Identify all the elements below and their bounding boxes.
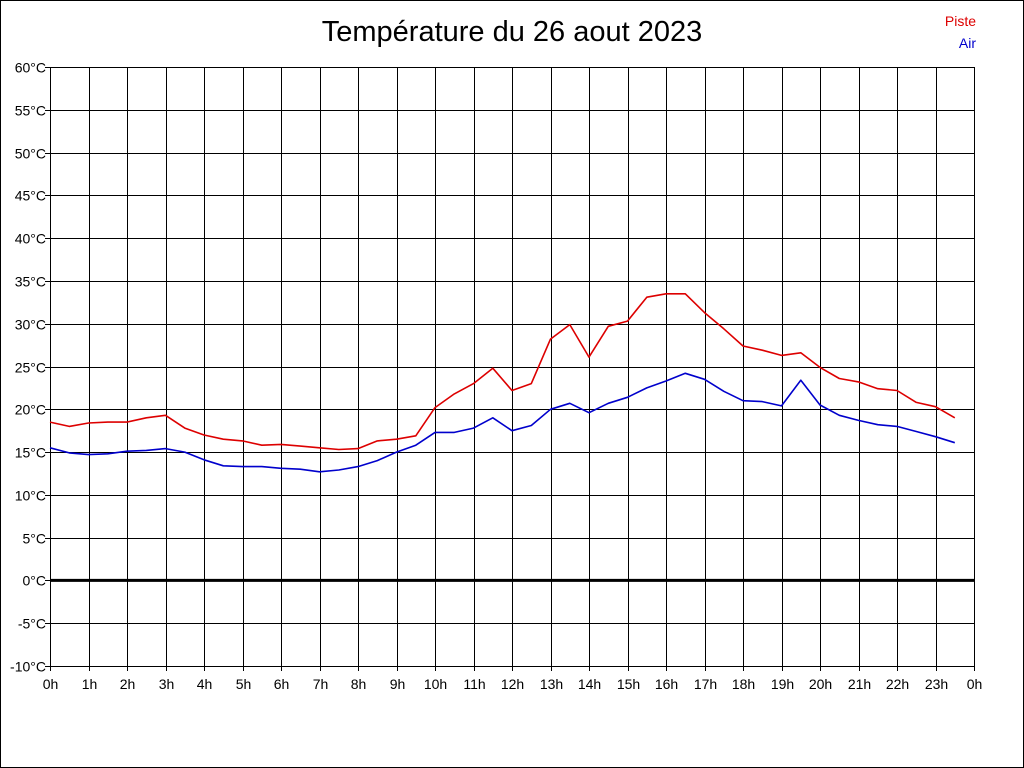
y-tick-label: -10°C xyxy=(10,659,46,675)
y-tick-label: 15°C xyxy=(15,445,46,461)
x-tick-label: 3h xyxy=(159,676,175,692)
y-tick-label: 55°C xyxy=(15,103,46,119)
x-tick-label: 21h xyxy=(848,676,871,692)
chart-title: Température du 26 aout 2023 xyxy=(321,16,703,48)
x-tick-label: 2h xyxy=(120,676,136,692)
x-tick-label: 15h xyxy=(617,676,640,692)
x-tick-label: 17h xyxy=(694,676,717,692)
x-tick-label: 6h xyxy=(274,676,290,692)
series-line-piste xyxy=(49,292,956,451)
x-tick-label: 0h xyxy=(967,676,983,692)
x-tick-label: 16h xyxy=(655,676,678,692)
x-tick-label: 7h xyxy=(313,676,329,692)
y-tick-label: 30°C xyxy=(15,317,46,333)
y-tick-label: 25°C xyxy=(15,360,46,376)
y-tick-label: -5°C xyxy=(18,616,46,632)
x-tick-label: 22h xyxy=(886,676,909,692)
y-tick-label: 0°C xyxy=(23,573,47,589)
x-tick-label: 11h xyxy=(463,676,485,692)
x-tick-label: 13h xyxy=(540,676,563,692)
x-tick-label: 10h xyxy=(424,676,447,692)
x-tick-label: 18h xyxy=(732,676,755,692)
x-tick-label: 14h xyxy=(578,676,601,692)
x-tick-label: 5h xyxy=(236,676,252,692)
x-tick-label: 4h xyxy=(197,676,213,692)
x-tick-label: 23h xyxy=(925,676,948,692)
y-tick-label: 40°C xyxy=(15,231,46,247)
x-tick-label: 19h xyxy=(771,676,794,692)
legend-entry-air: Air xyxy=(958,35,976,51)
y-tick-label: 50°C xyxy=(15,146,46,162)
y-tick-label: 35°C xyxy=(15,274,46,290)
x-tick-label: 0h xyxy=(43,676,59,692)
series-line-air xyxy=(49,372,956,473)
x-tick-label: 12h xyxy=(501,676,524,692)
x-tick-label: 9h xyxy=(390,676,406,692)
x-tick-label: 20h xyxy=(809,676,832,692)
x-tick-label: 8h xyxy=(351,676,367,692)
y-tick-label: 20°C xyxy=(15,402,46,418)
y-tick-label: 5°C xyxy=(23,531,47,547)
y-tick-label: 60°C xyxy=(15,60,46,76)
y-tick-label: 10°C xyxy=(15,488,46,504)
x-tick-label: 1h xyxy=(82,676,98,692)
legend-entry-piste: Piste xyxy=(944,13,976,29)
y-tick-label: 45°C xyxy=(15,188,46,204)
